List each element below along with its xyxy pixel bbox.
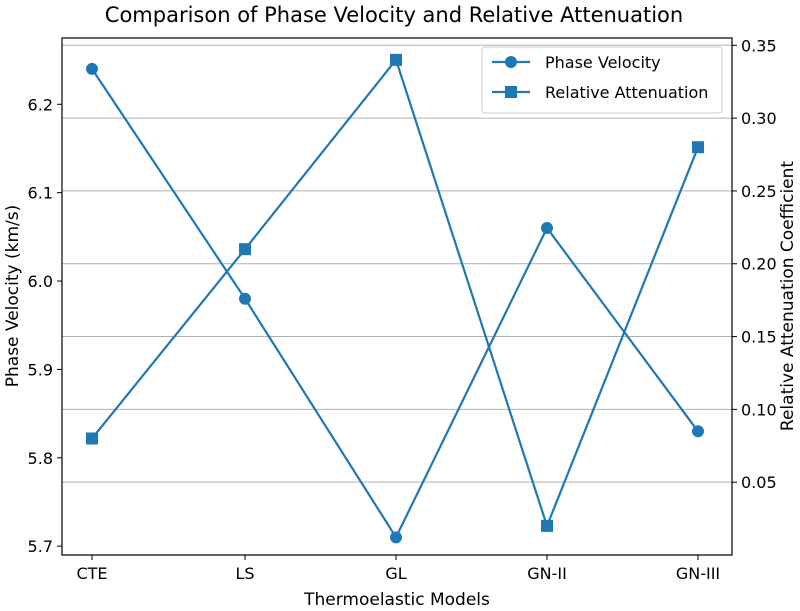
data-point	[239, 292, 251, 305]
data-point	[86, 62, 98, 75]
left-tick-label: 6.0	[28, 272, 53, 291]
right-tick-label: 0.25	[741, 182, 777, 201]
x-tick-label: GN-III	[676, 564, 720, 583]
series-line-1	[91, 68, 699, 540]
legend-label: Relative Attenuation	[545, 83, 708, 102]
right-tick-label: 0.35	[741, 36, 777, 55]
data-point	[692, 425, 704, 438]
left-tick-label: 6.2	[28, 95, 53, 114]
right-tick-label: 0.30	[741, 109, 777, 128]
left-tick-label: 5.7	[28, 537, 53, 556]
legend-marker	[505, 56, 517, 68]
data-point	[86, 432, 98, 445]
x-tick-label: LS	[235, 564, 254, 583]
right-tick-label: 0.10	[741, 400, 777, 419]
left-tick-label: 6.1	[28, 184, 53, 203]
right-axis: 0.05 0.10 0.15 0.20 0.25 0.30 0.35	[732, 36, 777, 492]
legend-label: Phase Velocity	[545, 53, 661, 72]
x-axis-label: Thermoelastic Models	[303, 590, 490, 610]
series-layer	[86, 53, 704, 544]
right-tick-label: 0.15	[741, 328, 777, 347]
data-point	[541, 519, 553, 532]
right-axis-label: Relative Attenuation Coefficient	[778, 161, 798, 431]
series-line-2	[91, 57, 700, 530]
data-point	[390, 53, 402, 66]
legend-box	[481, 46, 723, 114]
plot-frame	[61, 37, 733, 556]
chart-title: Comparison of Phase Velocity and Relativ…	[105, 3, 683, 27]
x-tick-label: CTE	[76, 564, 107, 583]
data-point	[692, 141, 704, 154]
right-tick-label: 0.05	[741, 473, 777, 492]
data-point	[239, 243, 251, 256]
data-point	[390, 531, 402, 544]
left-tick-label: 5.8	[28, 449, 53, 468]
data-point	[541, 222, 553, 235]
legend-marker	[505, 86, 517, 98]
x-axis: CTE LS GL GN-II GN-III	[76, 555, 720, 583]
right-tick-label: 0.20	[741, 255, 777, 274]
left-axis: 5.7 5.8 5.9 6.0 6.1 6.2	[28, 95, 62, 556]
x-tick-label: GN-II	[527, 564, 567, 583]
legend: Phase Velocity Relative Attenuation	[481, 46, 723, 114]
left-tick-label: 5.9	[28, 360, 53, 379]
left-axis-label: Phase Velocity (km/s)	[3, 205, 23, 388]
x-tick-label: GL	[385, 564, 406, 583]
